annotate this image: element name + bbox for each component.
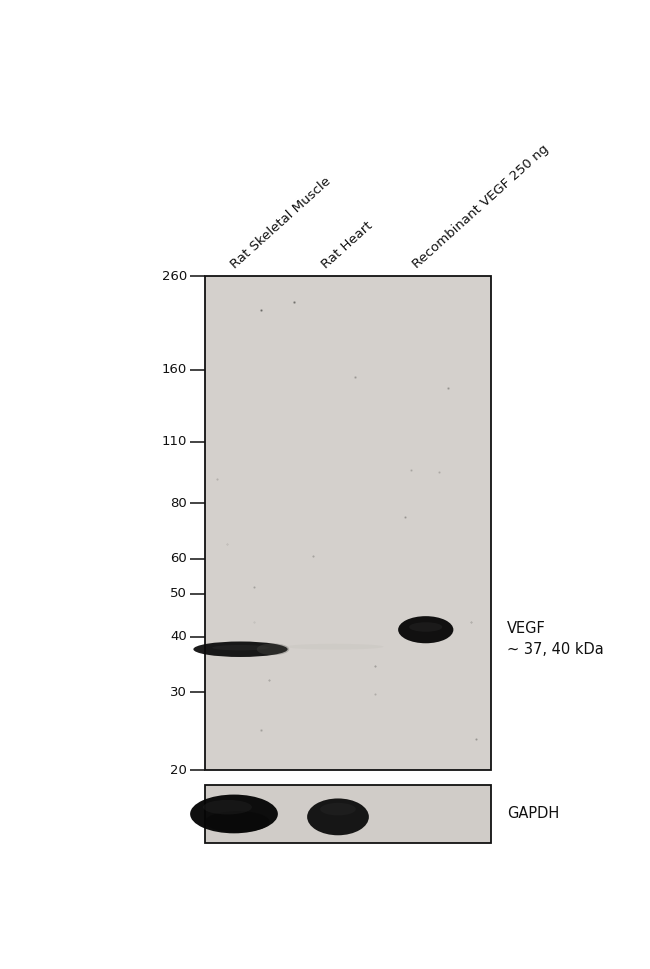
Ellipse shape: [398, 616, 454, 643]
Text: 30: 30: [170, 686, 187, 699]
Text: VEGF
~ 37, 40 kDa: VEGF ~ 37, 40 kDa: [507, 621, 604, 657]
Text: 50: 50: [170, 587, 187, 601]
Ellipse shape: [205, 811, 270, 832]
Text: Recombinant VEGF 250 ng: Recombinant VEGF 250 ng: [411, 142, 552, 271]
Ellipse shape: [410, 622, 442, 632]
Text: 160: 160: [162, 363, 187, 376]
Text: 110: 110: [162, 435, 187, 449]
Text: 80: 80: [170, 497, 187, 510]
Text: Rat Skeletal Muscle: Rat Skeletal Muscle: [229, 174, 333, 271]
Ellipse shape: [320, 802, 356, 816]
Text: 260: 260: [162, 269, 187, 283]
Bar: [205, 276, 491, 770]
Ellipse shape: [257, 643, 289, 655]
Ellipse shape: [194, 641, 287, 657]
Ellipse shape: [190, 795, 278, 833]
Ellipse shape: [307, 798, 369, 835]
Ellipse shape: [203, 800, 252, 814]
Text: 60: 60: [170, 552, 187, 565]
Bar: [205, 785, 491, 843]
Text: 20: 20: [170, 764, 187, 777]
Ellipse shape: [212, 645, 269, 650]
Text: Rat Heart: Rat Heart: [320, 219, 376, 271]
Text: 40: 40: [170, 630, 187, 643]
Text: GAPDH: GAPDH: [507, 806, 559, 822]
Ellipse shape: [286, 643, 384, 649]
